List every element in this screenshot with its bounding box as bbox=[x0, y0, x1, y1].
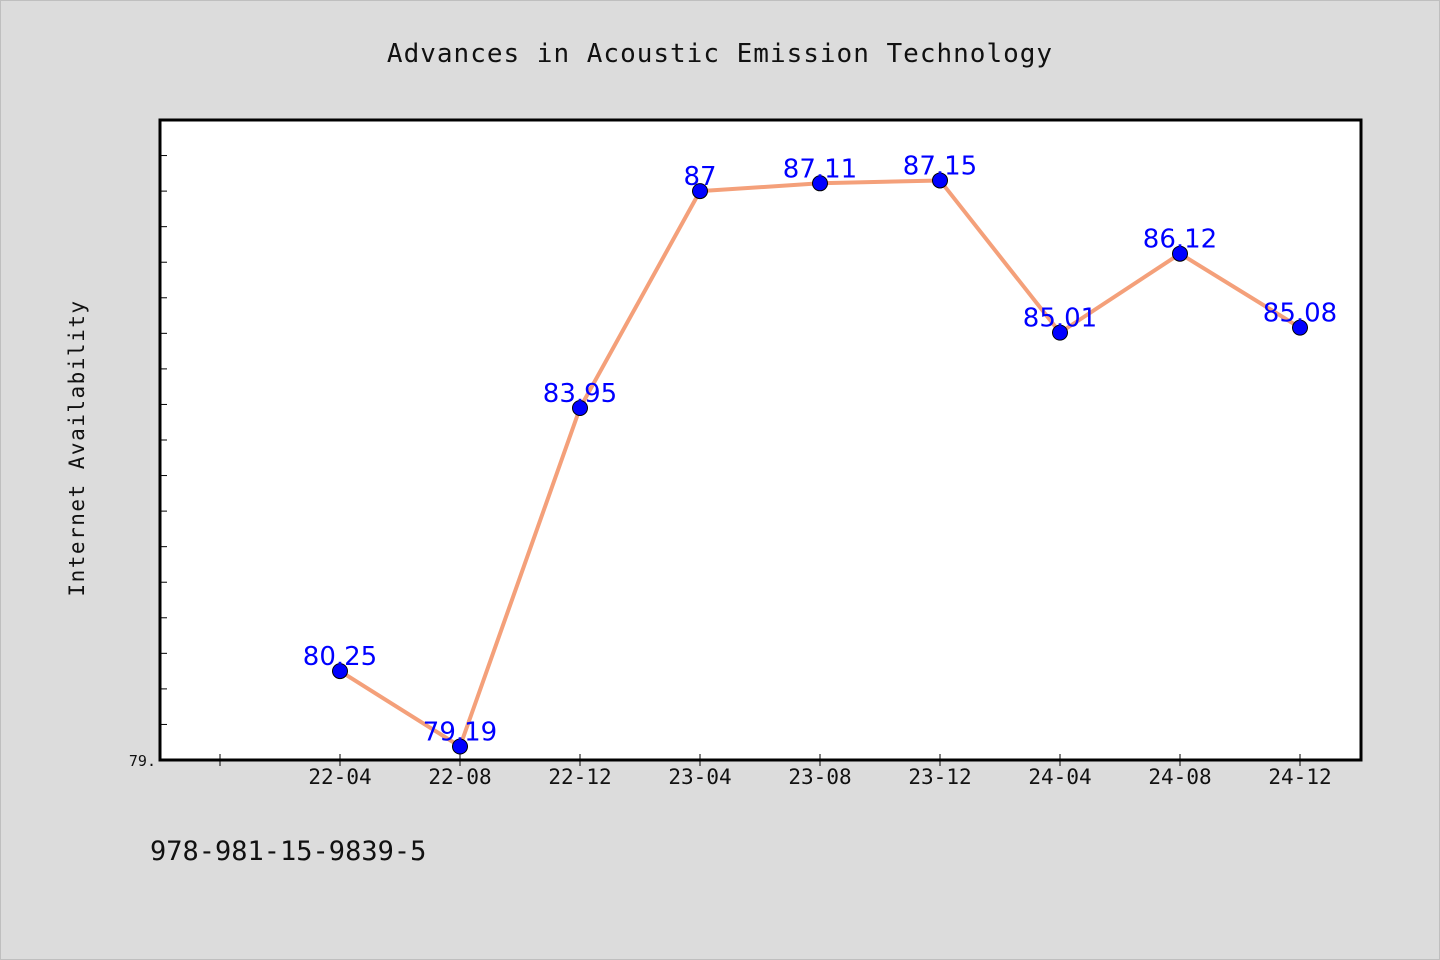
data-label: 80.25 bbox=[303, 642, 377, 672]
y-tick-label: 79. bbox=[129, 752, 156, 770]
x-tick-label: 23-04 bbox=[668, 765, 731, 789]
x-tick-label: 22-08 bbox=[428, 765, 491, 789]
x-tick-label: 24-12 bbox=[1268, 765, 1331, 789]
x-tick-label: 22-12 bbox=[548, 765, 611, 789]
x-tick-label: 24-08 bbox=[1148, 765, 1211, 789]
data-label: 83.95 bbox=[543, 379, 617, 409]
data-point bbox=[812, 175, 828, 192]
x-tick-label: 24-04 bbox=[1028, 765, 1091, 789]
data-label: 86.12 bbox=[1143, 225, 1217, 255]
data-point bbox=[1292, 319, 1308, 336]
data-label: 87.11 bbox=[783, 154, 857, 184]
data-point bbox=[692, 183, 708, 200]
data-label: 87 bbox=[683, 162, 716, 192]
x-tick-label: 22-04 bbox=[308, 765, 371, 789]
x-tick-labels: 22-04 22-08 22-12 23-04 23-08 23-12 24-04 24-08… bbox=[308, 765, 1331, 789]
x-tick-label: 23-08 bbox=[788, 765, 851, 789]
plot-area bbox=[158, 118, 1363, 762]
data-point bbox=[332, 663, 348, 680]
data-label-group: 80.25 79.19 83.95 87 87.11 87.15 85.01 86.12 85.… bbox=[303, 151, 1337, 747]
chart-title: Advances in Acoustic Emission Technology bbox=[387, 39, 1053, 69]
data-label: 79.19 bbox=[423, 717, 497, 747]
data-label: 87.15 bbox=[903, 151, 977, 181]
y-axis-label: Internet Availability bbox=[65, 299, 89, 596]
data-point bbox=[1172, 245, 1188, 262]
data-point bbox=[1052, 324, 1068, 341]
data-point bbox=[932, 172, 948, 189]
data-point bbox=[572, 400, 588, 416]
data-point bbox=[452, 738, 468, 755]
footer-code: 978-981-15-9839-5 bbox=[150, 836, 427, 867]
data-label: 85.08 bbox=[1263, 299, 1337, 329]
series-group bbox=[332, 172, 1308, 755]
x-tick-label: 23-12 bbox=[908, 765, 971, 789]
data-label: 85.01 bbox=[1023, 304, 1097, 334]
axis-ticks bbox=[160, 119, 1301, 766]
